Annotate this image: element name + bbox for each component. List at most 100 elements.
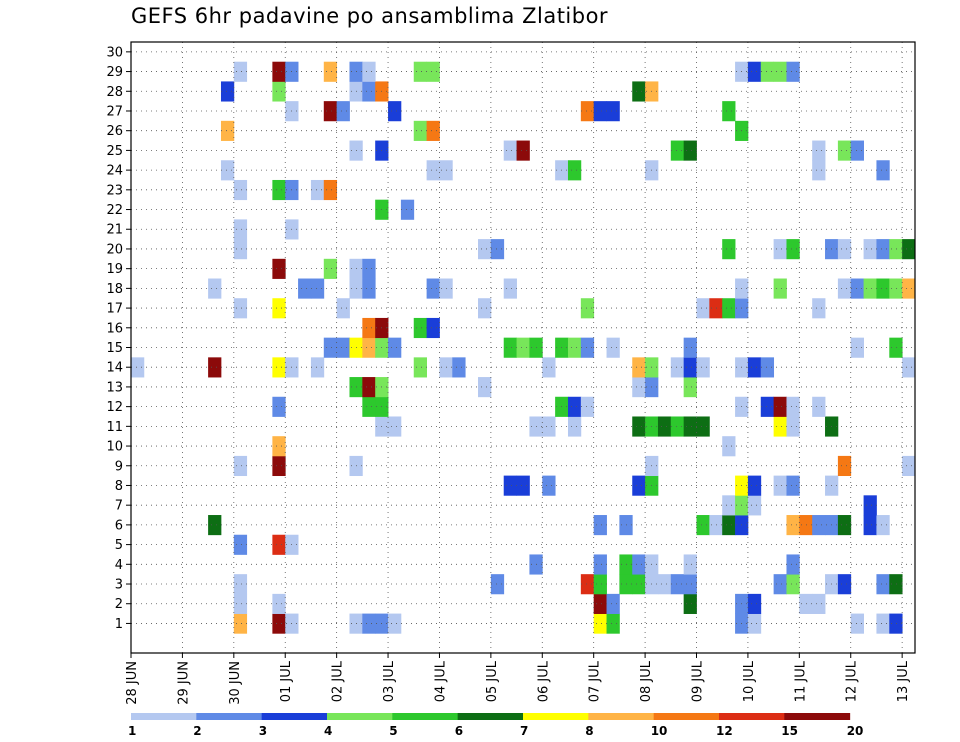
y-tick-label: 18 [106,282,123,297]
x-tick-label: 28 JUN [125,661,140,705]
heatmap-cell [632,416,646,437]
colorbar-label: 15 [781,724,798,738]
x-tick-label: 01 JUL [279,660,294,702]
heatmap-cell [208,278,222,299]
heatmap-cell [683,593,697,614]
y-tick-label: 30 [106,45,123,60]
heatmap-cell [812,160,826,181]
heatmap-cell [310,357,325,378]
heatmap-cell [863,278,877,299]
heatmap-cell [670,140,685,161]
heatmap-cell [323,101,338,122]
heatmap-cell [388,416,402,437]
heatmap-cell [580,101,595,122]
colorbar-segment [261,713,328,720]
heatmap-cell [567,337,582,358]
x-tick-label: 04 JUL [434,660,449,702]
y-tick-label: 2 [115,597,123,612]
colorbar-segment [196,713,263,720]
x-tick-label: 10 JUL [742,660,757,702]
heatmap-cell [786,396,800,417]
heatmap-cell [516,140,530,161]
heatmap-cell [233,239,248,260]
heatmap-cell [786,554,800,575]
heatmap-cell [478,377,492,398]
heatmap-cell [413,120,427,141]
heatmap-cell [272,81,286,102]
heatmap-cell [902,278,916,299]
heatmap-cell [786,61,800,82]
heatmap-cell [542,416,556,437]
heatmap-cell [863,239,877,260]
heatmap-cell [747,475,762,496]
heatmap-cell [760,357,775,378]
heatmap-cell [272,436,286,457]
heatmap-cell [773,61,787,82]
heatmap-cell [413,61,427,82]
heatmap-cell [850,278,864,299]
heatmap-cell [272,179,286,201]
heatmap-cell [567,160,582,181]
y-tick-label: 5 [115,538,123,553]
y-tick-label: 19 [106,262,123,277]
heatmap-cell [131,357,145,378]
heatmap-cell [593,574,607,595]
heatmap-cell [323,258,338,279]
heatmap-cell [889,239,903,260]
colorbar-segment [457,713,524,720]
heatmap-cell [722,436,736,457]
heatmap-cell [233,593,248,614]
heatmap-cell [696,298,710,319]
heatmap-cell [760,61,775,82]
heatmap-cell [812,140,826,161]
y-tick-label: 6 [115,518,123,533]
colorbar-label: 6 [455,724,463,738]
heatmap-cell [323,337,338,358]
heatmap-cell [632,554,646,575]
heatmap-cell [837,140,852,161]
heatmap-cell [362,258,376,279]
y-tick-label: 17 [106,302,123,317]
heatmap-cell [786,515,800,536]
y-tick-label: 7 [115,499,123,514]
heatmap-cell [503,278,517,299]
y-tick-label: 4 [115,558,123,573]
heatmap-cell [760,396,775,417]
heatmap-cell [362,337,376,358]
heatmap-cell [426,317,440,339]
heatmap-cell [593,613,607,634]
chart-title: GEFS 6hr padavine po ansamblima Zlatibor [131,4,609,28]
heatmap-cell [478,239,492,260]
colorbar-segment [588,713,655,720]
x-tick-label: 13 JUL [896,660,911,702]
y-tick-label: 15 [106,341,123,356]
heatmap-cell [272,396,286,417]
colorbar-segment [523,713,589,720]
heatmap-cell [606,337,620,358]
heatmap-cell [388,613,402,634]
heatmap-cell [709,515,723,536]
heatmap-cell [683,357,697,378]
heatmap-cell [876,160,890,181]
heatmap-cell [580,337,595,358]
heatmap-cell [670,574,685,595]
heatmap-cell [837,574,852,595]
heatmap-cell [362,396,376,417]
heatmap-cell [220,160,235,181]
y-tick-label: 3 [115,578,123,593]
heatmap-cell [722,495,736,516]
heatmap-cell [388,101,402,122]
heatmap-cell [632,377,646,398]
heatmap-cell [889,337,903,358]
heatmap-cell [452,357,466,378]
colorbar-segment [392,713,459,720]
heatmap-cell [593,593,607,614]
heatmap-cell [696,416,710,437]
heatmap-cell [233,455,248,477]
colorbar-label: 7 [520,724,528,738]
x-tick-label: 03 JUL [382,660,397,702]
heatmap-cell [889,278,903,299]
heatmap-cell [233,534,248,555]
heatmap-cell [503,140,517,161]
cells-layer [131,61,916,634]
